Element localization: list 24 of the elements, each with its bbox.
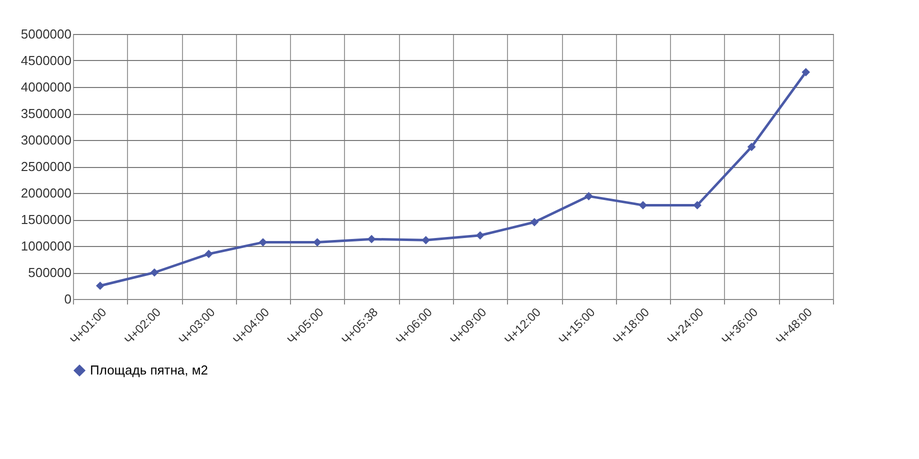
y-tick-label: 0: [64, 292, 72, 306]
point: [693, 201, 702, 210]
y-tick-label: 3000000: [20, 132, 72, 148]
y-tick-label: 1500000: [20, 212, 72, 227]
point: [204, 250, 213, 258]
y-tick-label: 2000000: [20, 186, 72, 200]
point: [476, 231, 484, 240]
y-tick-label: 5000000: [20, 26, 72, 42]
point: [747, 142, 756, 152]
point: [313, 238, 322, 246]
y-tick-label: 3500000: [20, 106, 72, 121]
point: [367, 234, 376, 244]
legend-label: Площадь пятна, м2: [90, 362, 208, 378]
point: [96, 282, 104, 290]
y-tick-label: 2500000: [20, 159, 72, 174]
point: [150, 268, 159, 277]
y-tick-label: 4500000: [20, 53, 72, 68]
point: [802, 68, 810, 76]
y-tick-label: 4000000: [20, 80, 72, 94]
point: [422, 236, 430, 244]
y-tick-label: 1000000: [20, 238, 72, 254]
point: [584, 192, 593, 200]
y-tick-label: 500000: [28, 265, 72, 280]
point: [530, 218, 539, 226]
